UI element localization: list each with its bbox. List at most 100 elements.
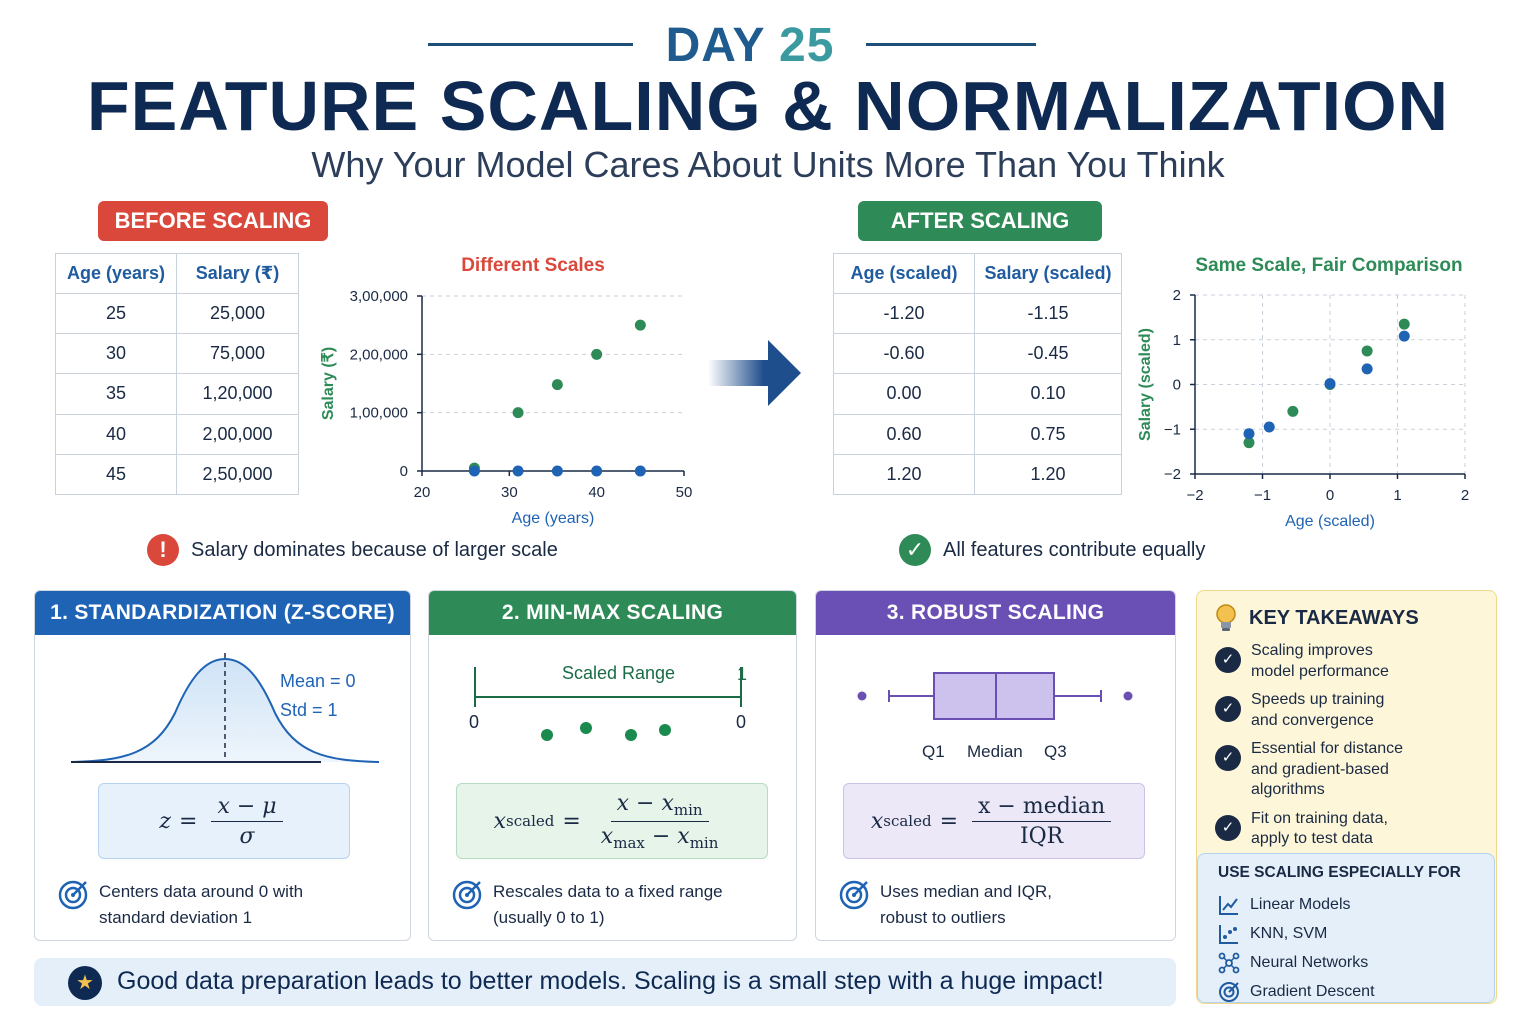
table-header: Age (years) <box>55 253 177 294</box>
list-item: ✓ Essential for distance and gradient-bas… <box>1215 739 1485 801</box>
key-takeaways-panel: KEY TAKEAWAYS ✓ Scaling improves model pe… <box>1196 590 1497 1004</box>
check-icon: ✓ <box>899 534 931 566</box>
standardization-description: Centers data around 0 with standard devi… <box>57 879 303 931</box>
before-table: Age (years) Salary (₹) 25 25,000 30 75,000… <box>55 253 299 495</box>
table-row: 1.20 1.20 <box>833 453 1122 495</box>
after-note: ✓ All features contribute equally <box>899 534 1205 566</box>
data-point <box>1398 330 1410 342</box>
title-rule-right <box>866 43 1036 46</box>
network-icon <box>1218 952 1240 973</box>
table-row: 0.60 0.75 <box>833 413 1122 455</box>
list-item: Neural Networks <box>1218 948 1375 977</box>
table-row: -0.60 -0.45 <box>833 333 1122 375</box>
before-scatter-chart: 20 30 40 50 0 1,00,000 2,00,000 3,00,000 Age (ye… <box>320 288 693 527</box>
table-cell: 1.20 <box>974 453 1122 495</box>
table-row: 30 75,000 <box>55 333 299 375</box>
minmax-formula: x scaled = x − xmin xmax − xmin <box>456 783 768 859</box>
y-tick-label: 1 <box>1173 332 1181 349</box>
x-tick-label: 30 <box>501 484 518 501</box>
after-note-text: All features contribute equally <box>943 538 1206 561</box>
before-scaling-badge: BEFORE SCALING <box>98 201 328 241</box>
table-row: -1.20 -1.15 <box>833 292 1122 335</box>
data-point <box>1361 363 1373 375</box>
table-cell: 30 <box>55 333 177 375</box>
footer-text: Good data preparation leads to better mo… <box>117 967 1104 995</box>
data-point <box>468 465 480 477</box>
list-item: ✓ Speeds up training and convergence <box>1215 690 1485 731</box>
y-axis-label: Salary (₹) <box>320 347 337 420</box>
target-icon <box>58 880 88 910</box>
table-cell: 0.60 <box>833 413 975 455</box>
data-point <box>1263 421 1275 433</box>
scatter-icon <box>1219 924 1238 944</box>
list-item: Gradient Descent <box>1218 977 1375 1006</box>
table-cell: 0.75 <box>974 413 1122 455</box>
before-note-text: Salary dominates because of larger scale <box>191 538 558 561</box>
x-tick-label: −2 <box>1186 487 1203 504</box>
x-axis-label: Age (years) <box>512 510 595 527</box>
table-row: 0.00 0.10 <box>833 373 1122 415</box>
range-max-label: 0 <box>736 712 747 732</box>
use-scaling-box: USE SCALING ESPECIALLY FOR Linear Models… <box>1197 853 1495 1003</box>
robust-formula: x scaled = x − median IQR <box>843 783 1145 859</box>
table-cell: 45 <box>55 453 177 495</box>
y-tick-label: 2 <box>1173 287 1181 304</box>
robust-description: Uses median and IQR, robust to outliers <box>838 879 1052 931</box>
table-row: 35 1,20,000 <box>55 373 299 415</box>
mean-label: Mean = 0 <box>280 671 356 691</box>
robust-title: 3. ROBUST SCALING <box>816 591 1175 635</box>
list-item: Linear Models <box>1218 890 1375 919</box>
y-tick-label: 1,00,000 <box>350 405 408 422</box>
data-point <box>551 465 563 477</box>
standardization-card: 1. STANDARDIZATION (Z-SCORE) Mean = 0 St… <box>34 590 411 941</box>
data-point <box>1243 437 1255 449</box>
page-title: FEATURE SCALING & NORMALIZATION <box>86 67 1450 145</box>
bell-curve-icon <box>70 653 380 763</box>
takeaways-list: ✓ Scaling improves model performance ✓ Spe… <box>1215 641 1485 858</box>
check-icon: ✓ <box>1215 696 1241 722</box>
target-icon <box>839 880 869 910</box>
data-point <box>512 407 524 419</box>
range-diagram <box>474 667 742 741</box>
y-tick-label: −2 <box>1164 466 1181 483</box>
table-cell: 0.10 <box>974 373 1122 415</box>
robust-card: 3. ROBUST SCALING Q1 Median Q3 x scaled = … <box>815 590 1176 941</box>
x-tick-label: 50 <box>676 484 693 501</box>
x-tick-label: 1 <box>1393 487 1401 504</box>
table-header: Salary (₹) <box>176 253 299 294</box>
day-row: DAY 25 <box>0 18 1536 72</box>
table-header: Age (scaled) <box>833 253 975 294</box>
check-icon: ✓ <box>1215 647 1241 673</box>
x-tick-label: 40 <box>588 484 605 501</box>
target-icon <box>452 880 482 910</box>
data-point <box>634 319 646 331</box>
data-point <box>1398 318 1410 330</box>
star-icon: ★ <box>68 966 102 1000</box>
range-min-label: 0 <box>469 712 480 732</box>
table-cell: -1.15 <box>974 292 1122 335</box>
q1-label: Q1 <box>922 742 945 761</box>
table-header: Salary (scaled) <box>974 253 1122 294</box>
day-label: DAY 25 <box>665 19 835 72</box>
use-scaling-list: Linear Models KNN, SVM Neural Networks G… <box>1218 890 1375 1006</box>
table-cell: 35 <box>55 373 177 415</box>
data-point <box>1243 428 1255 440</box>
median-label: Median <box>967 742 1023 761</box>
arrow-right-icon <box>708 340 801 406</box>
key-takeaways-title: KEY TAKEAWAYS <box>1213 603 1419 633</box>
std-label: Std = 1 <box>280 700 338 720</box>
after-chart-title: Same Scale, Fair Comparison <box>1195 255 1463 276</box>
y-tick-label: 3,00,000 <box>350 288 408 305</box>
data-point <box>591 465 603 477</box>
lightbulb-icon <box>1216 604 1236 631</box>
table-cell: -0.45 <box>974 333 1122 375</box>
table-cell: -1.20 <box>833 292 975 335</box>
x-tick-label: 2 <box>1461 487 1469 504</box>
box-plot-icon <box>857 672 1133 720</box>
standardization-title: 1. STANDARDIZATION (Z-SCORE) <box>35 591 410 635</box>
x-tick-label: −1 <box>1254 487 1271 504</box>
range-top-label: 1 <box>737 664 748 684</box>
q3-label: Q3 <box>1044 742 1067 761</box>
